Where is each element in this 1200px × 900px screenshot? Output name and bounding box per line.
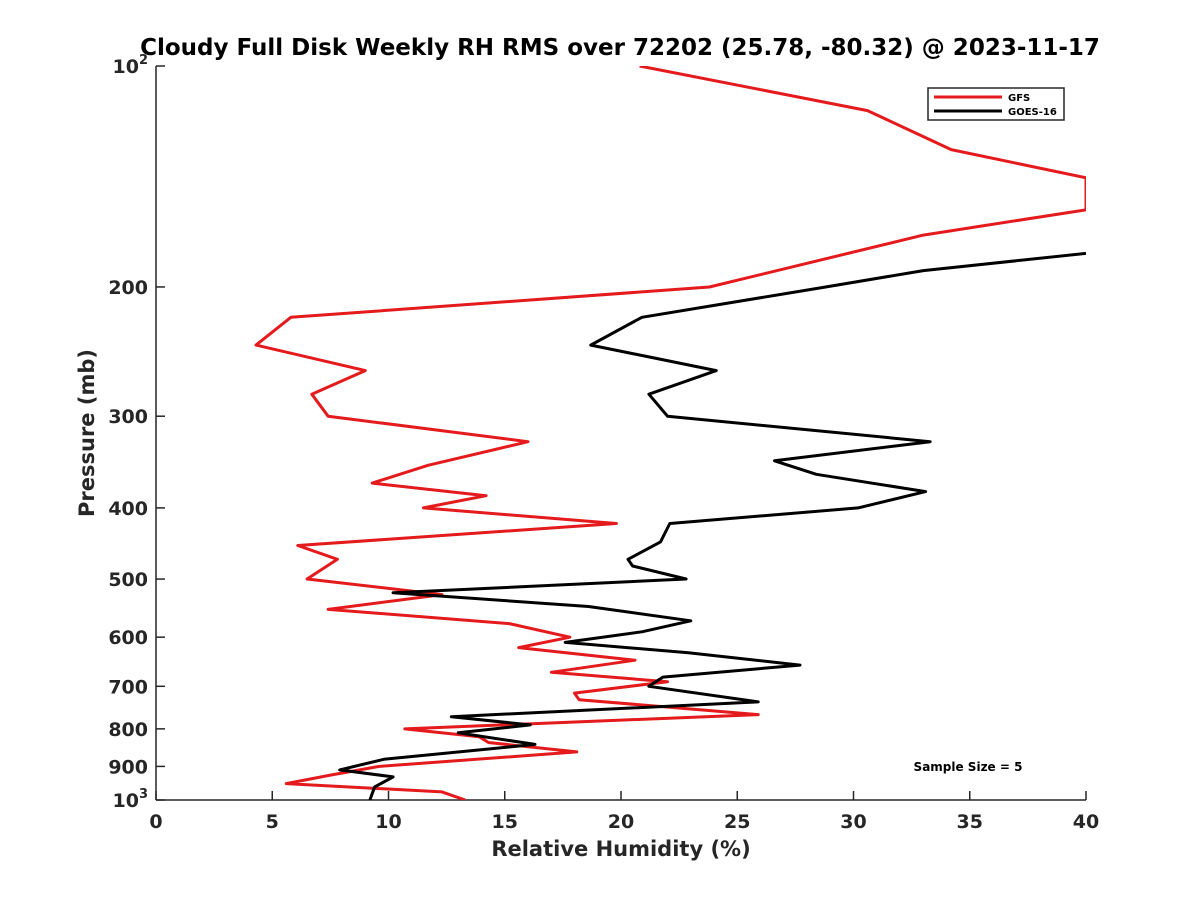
x-tick-label: 0 — [149, 811, 162, 833]
y-tick-label: 103 — [113, 787, 149, 812]
x-tick-label: 40 — [1073, 811, 1099, 833]
x-tick-label: 30 — [840, 811, 866, 833]
legend-label-gfs: GFS — [1008, 93, 1030, 104]
x-tick-label: 20 — [608, 811, 634, 833]
x-tick-label: 35 — [957, 811, 983, 833]
x-tick-label: 10 — [375, 811, 401, 833]
y-tick-label-exponent: 2 — [139, 53, 148, 68]
legend: GFS GOES-16 — [927, 87, 1065, 121]
x-axis-ticks: 0 5 10 15 20 25 30 35 40 — [149, 791, 1099, 833]
x-axis-label: Relative Humidity (%) — [491, 837, 750, 861]
y-tick-label: 102 — [113, 53, 149, 78]
y-tick-label: 300 — [108, 406, 148, 428]
y-tick-label: 200 — [108, 277, 148, 299]
sample-size-note: Sample Size = 5 — [914, 760, 1023, 774]
y-axis-label: Pressure (mb) — [75, 349, 99, 517]
y-tick-label: 900 — [108, 756, 148, 778]
y-tick-label-exponent: 3 — [139, 787, 148, 802]
y-tick-label: 800 — [108, 719, 148, 741]
y-tick-label: 500 — [108, 569, 148, 591]
y-tick-label: 600 — [108, 627, 148, 649]
series-line-goes16 — [338, 251, 1086, 800]
plot-area — [155, 66, 1086, 801]
legend-box — [927, 87, 1065, 121]
y-tick-label: 700 — [108, 676, 148, 698]
chart-title: Cloudy Full Disk Weekly RH RMS over 7220… — [140, 35, 1100, 61]
y-tick-label-base: 10 — [113, 56, 139, 78]
x-tick-label: 15 — [492, 811, 518, 833]
x-tick-label: 5 — [266, 811, 279, 833]
legend-label-goes16: GOES-16 — [1008, 107, 1057, 118]
series-line-gfs — [254, 66, 1086, 800]
series-layer — [254, 66, 1086, 800]
x-tick-label: 25 — [724, 811, 750, 833]
y-tick-label: 400 — [108, 498, 148, 520]
y-tick-label-base: 10 — [113, 790, 139, 812]
